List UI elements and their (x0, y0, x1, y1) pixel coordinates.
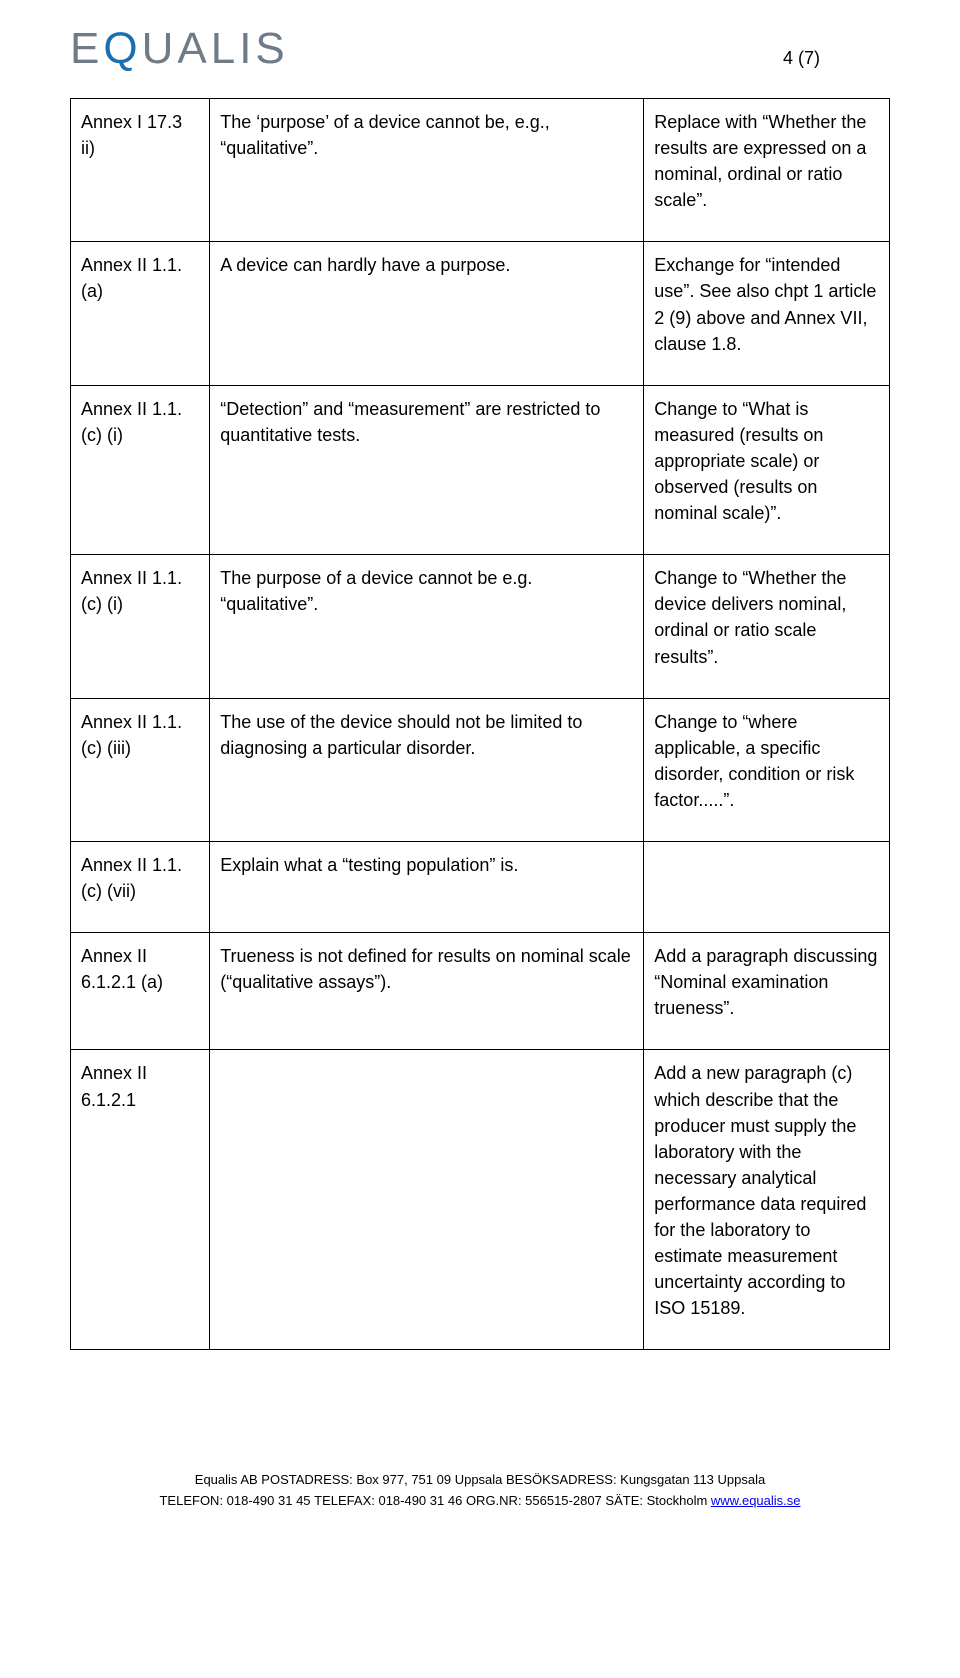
cell-comment: “Detection” and “measurement” are restri… (210, 385, 644, 554)
footer-link[interactable]: www.equalis.se (711, 1493, 801, 1508)
table-row: Annex II 1.1. (c) (i) “Detection” and “m… (71, 385, 890, 554)
cell-comment: Trueness is not defined for results on n… (210, 933, 644, 1050)
table-row: Annex II 6.1.2.1 Add a new paragraph (c)… (71, 1050, 890, 1350)
page-number: 4 (7) (783, 48, 820, 69)
footer-phone: : 018-490 31 45 (219, 1493, 314, 1508)
cell-change: Exchange for “intended use”. See also ch… (644, 242, 890, 385)
cell-ref: Annex II 1.1. (c) (vii) (71, 841, 210, 932)
logo-ualis: UALIS (142, 24, 289, 74)
footer-visitaddress: : Kungsgatan 113 Uppsala (613, 1472, 765, 1487)
footer-orgnr: : 556515-2807 (518, 1493, 605, 1508)
cell-change: Add a new paragraph (c) which describe t… (644, 1050, 890, 1350)
cell-comment: A device can hardly have a purpose. (210, 242, 644, 385)
footer-visitaddress-label: BESÖKSADRESS (506, 1472, 613, 1487)
logo: EQUALIS (70, 24, 890, 74)
footer-fax-label: TELEFAX (314, 1493, 371, 1508)
footer-seat-label: SÄTE (605, 1493, 639, 1508)
cell-change: Change to “Whether the device delivers n… (644, 555, 890, 698)
logo-q: Q (103, 24, 141, 74)
logo-e: E (70, 24, 103, 74)
cell-ref: Annex II 6.1.2.1 (71, 1050, 210, 1350)
table-row: Annex II 1.1. (c) (vii) Explain what a “… (71, 841, 890, 932)
table-row: Annex I 17.3 ii) The ‘purpose’ of a devi… (71, 99, 890, 242)
footer-line-2: TELEFON: 018-490 31 45 TELEFAX: 018-490 … (70, 1491, 890, 1512)
cell-change: Change to “where applicable, a specific … (644, 698, 890, 841)
cell-comment: The use of the device should not be limi… (210, 698, 644, 841)
comments-table: Annex I 17.3 ii) The ‘purpose’ of a devi… (70, 98, 890, 1350)
cell-ref: Annex I 17.3 ii) (71, 99, 210, 242)
footer-line-1: Equalis AB POSTADRESS: Box 977, 751 09 U… (70, 1470, 890, 1491)
table-row: Annex II 1.1. (a) A device can hardly ha… (71, 242, 890, 385)
cell-change: Replace with “Whether the results are ex… (644, 99, 890, 242)
cell-comment: Explain what a “testing population” is. (210, 841, 644, 932)
table-row: Annex II 1.1. (c) (i) The purpose of a d… (71, 555, 890, 698)
cell-comment (210, 1050, 644, 1350)
cell-change (644, 841, 890, 932)
cell-ref: Annex II 1.1. (c) (i) (71, 555, 210, 698)
footer-postaddress: : Box 977, 751 09 Uppsala (349, 1472, 506, 1487)
footer-seat: : Stockholm (639, 1493, 711, 1508)
footer-company: Equalis AB (195, 1472, 262, 1487)
footer-postaddress-label: POSTADRESS (261, 1472, 349, 1487)
cell-change: Add a paragraph discussing “Nominal exam… (644, 933, 890, 1050)
table-row: Annex II 6.1.2.1 (a) Trueness is not def… (71, 933, 890, 1050)
cell-comment: The purpose of a device cannot be e.g. “… (210, 555, 644, 698)
cell-ref: Annex II 6.1.2.1 (a) (71, 933, 210, 1050)
footer-orgnr-label: ORG.NR (466, 1493, 518, 1508)
footer-fax: : 018-490 31 46 (371, 1493, 466, 1508)
cell-change: Change to “What is measured (results on … (644, 385, 890, 554)
cell-ref: Annex II 1.1. (c) (i) (71, 385, 210, 554)
cell-comment: The ‘purpose’ of a device cannot be, e.g… (210, 99, 644, 242)
table-row: Annex II 1.1. (c) (iii) The use of the d… (71, 698, 890, 841)
cell-ref: Annex II 1.1. (a) (71, 242, 210, 385)
footer: Equalis AB POSTADRESS: Box 977, 751 09 U… (70, 1470, 890, 1512)
footer-phone-label: TELEFON (159, 1493, 219, 1508)
cell-ref: Annex II 1.1. (c) (iii) (71, 698, 210, 841)
